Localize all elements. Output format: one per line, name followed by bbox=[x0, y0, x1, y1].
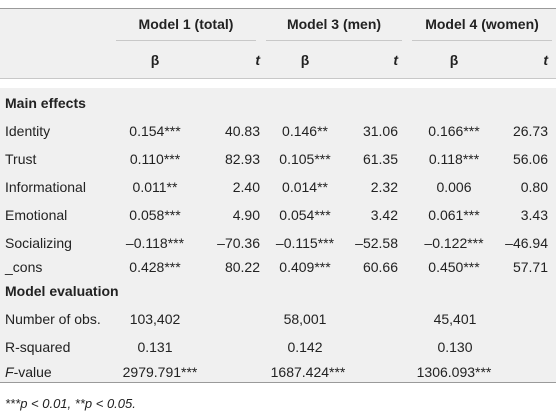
row-label-rest: -value bbox=[13, 364, 52, 380]
model1-beta-header: β bbox=[150, 52, 160, 68]
table-bottom-rule bbox=[0, 382, 556, 383]
cell: –0.122*** bbox=[424, 235, 484, 251]
cell: 58,001 bbox=[283, 311, 327, 327]
cell: 2979.791*** bbox=[122, 364, 198, 380]
row-band bbox=[0, 144, 556, 172]
footnote-text: < 0.05. bbox=[92, 396, 136, 411]
cell: 80.22 bbox=[224, 259, 260, 275]
row-label: Emotional bbox=[5, 207, 68, 223]
row-band bbox=[0, 116, 556, 144]
cell: 0.428*** bbox=[129, 259, 181, 275]
cell: 0.142 bbox=[287, 339, 323, 355]
cell: 0.450*** bbox=[428, 259, 480, 275]
row-band bbox=[0, 332, 556, 360]
model4-beta-header: β bbox=[449, 52, 459, 68]
footnote-stars: ** bbox=[74, 396, 85, 411]
cell: –0.118*** bbox=[125, 235, 185, 251]
cell: 3.43 bbox=[520, 207, 548, 223]
table-top-rule bbox=[0, 8, 556, 9]
cell: 60.66 bbox=[362, 259, 398, 275]
row-band bbox=[0, 200, 556, 228]
row-label: Number of obs. bbox=[5, 311, 101, 327]
model4-underline bbox=[412, 40, 552, 41]
cell: 0.110*** bbox=[129, 151, 181, 167]
model1-underline bbox=[116, 40, 256, 41]
model3-beta-header: β bbox=[300, 52, 310, 68]
cell: 26.73 bbox=[512, 123, 548, 139]
footnote-p: p bbox=[20, 396, 28, 411]
row-label: Identity bbox=[5, 123, 51, 139]
model3-underline bbox=[266, 40, 402, 41]
section-main-effects: Main effects bbox=[5, 95, 86, 111]
cell: 2.40 bbox=[232, 179, 260, 195]
cell: –52.58 bbox=[355, 235, 398, 251]
cell: 45,401 bbox=[433, 311, 477, 327]
row-band bbox=[0, 172, 556, 200]
row-label: Trust bbox=[5, 151, 37, 167]
row-label: _cons bbox=[5, 259, 43, 275]
cell: 103,402 bbox=[129, 311, 181, 327]
cell: –0.115*** bbox=[275, 235, 335, 251]
header-band bbox=[0, 8, 556, 78]
cell: 0.054*** bbox=[279, 207, 331, 223]
row-label: Informational bbox=[5, 179, 86, 195]
section-model-evaluation: Model evaluation bbox=[5, 283, 119, 299]
cell: 0.166*** bbox=[428, 123, 480, 139]
model3-t-header: t bbox=[393, 52, 398, 68]
cell: 0.006 bbox=[436, 179, 472, 195]
cell: 0.061*** bbox=[428, 207, 480, 223]
cell: 82.93 bbox=[224, 151, 260, 167]
cell: 0.131 bbox=[137, 339, 173, 355]
model4-header: Model 4 (women) bbox=[425, 16, 539, 32]
model3-header: Model 3 (men) bbox=[286, 16, 382, 32]
cell: –70.36 bbox=[217, 235, 260, 251]
cell: 0.058*** bbox=[129, 207, 181, 223]
cell: 40.83 bbox=[224, 123, 260, 139]
footnote-p: p bbox=[84, 396, 93, 411]
cell: 0.146** bbox=[282, 123, 328, 139]
cell: 4.90 bbox=[232, 207, 260, 223]
cell: 57.71 bbox=[512, 259, 548, 275]
section-band-main-effects bbox=[0, 88, 556, 116]
header-bottom-rule bbox=[0, 78, 556, 79]
cell: 56.06 bbox=[512, 151, 548, 167]
cell: 0.014** bbox=[282, 179, 328, 195]
cell: 3.42 bbox=[370, 207, 398, 223]
row-band bbox=[0, 228, 556, 256]
row-band bbox=[0, 304, 556, 332]
cell: 0.105*** bbox=[279, 151, 331, 167]
cell: 0.118*** bbox=[428, 151, 480, 167]
cell: 0.80 bbox=[520, 179, 548, 195]
cell: 1306.093*** bbox=[416, 364, 492, 380]
cell: 0.011** bbox=[132, 179, 178, 195]
row-label: Socializing bbox=[5, 235, 72, 251]
model1-header: Model 1 (total) bbox=[138, 16, 234, 32]
cell: 0.154*** bbox=[129, 123, 181, 139]
row-label-italic: F bbox=[5, 364, 14, 380]
table-footnote: ***p < 0.01, **p < 0.05. bbox=[5, 396, 136, 411]
footnote-stars: *** bbox=[5, 396, 21, 411]
model4-t-header: t bbox=[543, 52, 548, 68]
row-label: F-value bbox=[5, 364, 52, 380]
row-band bbox=[0, 360, 556, 382]
model1-t-header: t bbox=[255, 52, 260, 68]
row-label: R-squared bbox=[5, 339, 71, 355]
cell: 31.06 bbox=[362, 123, 398, 139]
cell: –46.94 bbox=[505, 235, 548, 251]
cell: 0.130 bbox=[437, 339, 473, 355]
footnote-text: < 0.01, bbox=[27, 396, 75, 411]
cell: 0.409*** bbox=[279, 259, 331, 275]
section-band-model-evaluation bbox=[0, 276, 556, 304]
cell: 1687.424*** bbox=[270, 364, 346, 380]
cell: 61.35 bbox=[362, 151, 398, 167]
cell: 2.32 bbox=[370, 179, 398, 195]
